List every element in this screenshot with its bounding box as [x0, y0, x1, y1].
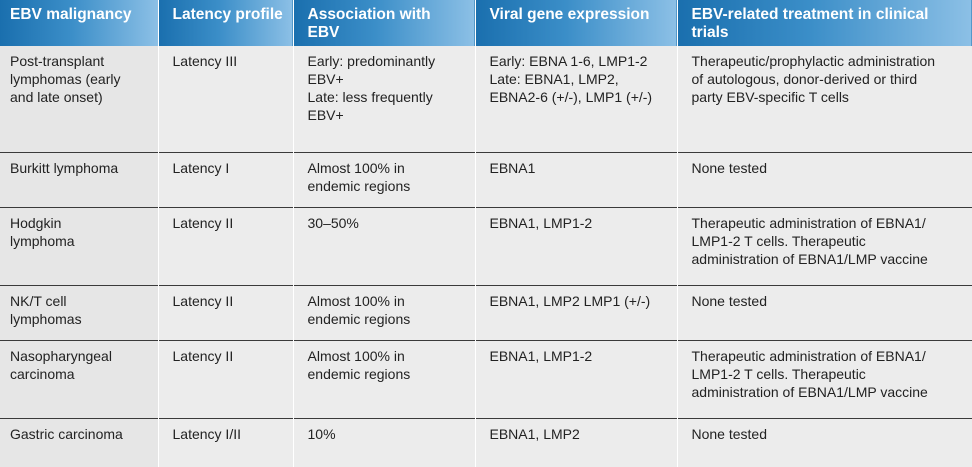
cell-latency: Latency I: [157, 151, 293, 207]
cell-treatment: None tested: [676, 284, 972, 340]
header-association: Association with EBV: [292, 0, 475, 46]
cell-gene-expression: EBNA1, LMP2: [474, 417, 677, 467]
header-latency-profile: Latency profile: [157, 0, 293, 46]
header-row: EBV malignancy Latency profile Associati…: [0, 0, 972, 46]
cell-treatment: None tested: [676, 417, 972, 467]
cell-association: Almost 100% in endemic regions: [292, 339, 475, 418]
cell-gene-expression: EBNA1, LMP1-2: [474, 339, 677, 418]
cell-association: 10%: [292, 417, 475, 467]
cell-treatment: Therapeutic administration of EBNA1/ LMP…: [676, 339, 972, 418]
cell-malignancy: Nasopharyngeal carcinoma: [0, 339, 158, 418]
table-row: Gastric carcinoma Latency I/II 10% EBNA1…: [0, 417, 972, 467]
cell-gene-expression: EBNA1: [474, 151, 677, 207]
cell-association: Almost 100% in endemic regions: [292, 151, 475, 207]
cell-gene-expression: EBNA1, LMP1-2: [474, 206, 677, 285]
cell-latency: Latency I/II: [157, 417, 293, 467]
cell-malignancy: Post-transplant lymphomas (early and lat…: [0, 46, 158, 152]
cell-malignancy: Hodgkin lymphoma: [0, 206, 158, 285]
header-gene-expression: Viral gene expression: [474, 0, 677, 46]
cell-association: Almost 100% in endemic regions: [292, 284, 475, 340]
table-row: NK/T cell lymphomas Latency II Almost 10…: [0, 284, 972, 340]
table-row: Hodgkin lymphoma Latency II 30–50% EBNA1…: [0, 206, 972, 285]
cell-treatment: None tested: [676, 151, 972, 207]
cell-association: 30–50%: [292, 206, 475, 285]
cell-malignancy: Burkitt lymphoma: [0, 151, 158, 207]
cell-gene-expression: Early: EBNA 1-6, LMP1-2 Late: EBNA1, LMP…: [474, 46, 677, 152]
cell-malignancy: NK/T cell lymphomas: [0, 284, 158, 340]
table-header: EBV malignancy Latency profile Associati…: [0, 0, 972, 46]
header-malignancy: EBV malignancy: [0, 0, 158, 46]
cell-latency: Latency II: [157, 339, 293, 418]
table-row: Post-transplant lymphomas (early and lat…: [0, 46, 972, 152]
cell-treatment: Therapeutic/prophylactic administration …: [676, 46, 972, 152]
table-row: Burkitt lymphoma Latency I Almost 100% i…: [0, 151, 972, 207]
cell-malignancy: Gastric carcinoma: [0, 417, 158, 467]
cell-treatment: Therapeutic administration of EBNA1/ LMP…: [676, 206, 972, 285]
cell-latency: Latency II: [157, 206, 293, 285]
cell-gene-expression: EBNA1, LMP2 LMP1 (+/-): [474, 284, 677, 340]
cell-latency: Latency II: [157, 284, 293, 340]
cell-latency: Latency III: [157, 46, 293, 152]
cell-association: Early: predominantly EBV+ Late: less fre…: [292, 46, 475, 152]
table-body: Post-transplant lymphomas (early and lat…: [0, 46, 972, 467]
header-treatment: EBV-related treatment in clinical trials: [676, 0, 972, 46]
table-row: Nasopharyngeal carcinoma Latency II Almo…: [0, 339, 972, 418]
